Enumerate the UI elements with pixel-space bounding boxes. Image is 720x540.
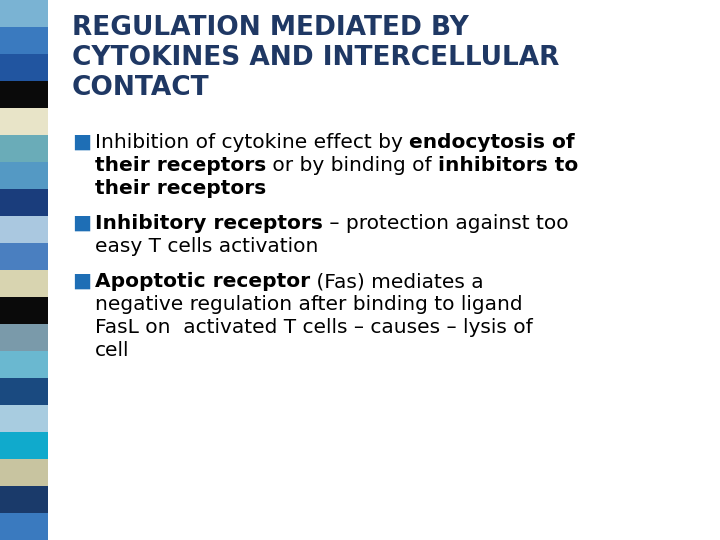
Bar bbox=[0, 486, 48, 513]
Bar bbox=[0, 162, 48, 189]
Text: easy T cells activation: easy T cells activation bbox=[95, 237, 318, 256]
Bar bbox=[0, 297, 48, 324]
Bar bbox=[0, 54, 48, 81]
Text: ■: ■ bbox=[72, 133, 91, 152]
Bar bbox=[0, 108, 48, 135]
Bar bbox=[0, 189, 48, 216]
Text: Inhibitory receptors: Inhibitory receptors bbox=[95, 214, 323, 233]
Bar bbox=[0, 216, 48, 243]
Text: their receptors: their receptors bbox=[95, 179, 266, 198]
Text: or by binding of: or by binding of bbox=[266, 156, 438, 175]
Bar bbox=[0, 378, 48, 405]
Text: endocytosis of: endocytosis of bbox=[409, 133, 575, 152]
Text: their receptors: their receptors bbox=[95, 156, 266, 175]
Bar bbox=[0, 432, 48, 459]
Text: ■: ■ bbox=[72, 214, 91, 233]
Text: REGULATION MEDIATED BY: REGULATION MEDIATED BY bbox=[72, 15, 469, 41]
Text: Inhibition of cytokine effect by: Inhibition of cytokine effect by bbox=[95, 133, 409, 152]
Bar bbox=[0, 324, 48, 351]
Text: – protection against too: – protection against too bbox=[323, 214, 569, 233]
Bar bbox=[0, 351, 48, 378]
Text: negative regulation after binding to ligand: negative regulation after binding to lig… bbox=[95, 295, 523, 314]
Bar bbox=[0, 270, 48, 297]
Text: ■: ■ bbox=[72, 272, 91, 291]
Bar bbox=[0, 243, 48, 270]
Bar bbox=[0, 27, 48, 54]
Text: inhibitors to: inhibitors to bbox=[438, 156, 578, 175]
Bar bbox=[0, 513, 48, 540]
Bar bbox=[0, 135, 48, 162]
Text: FasL on  activated T cells – causes – lysis of: FasL on activated T cells – causes – lys… bbox=[95, 318, 533, 337]
Bar bbox=[0, 0, 48, 27]
Text: Apoptotic receptor: Apoptotic receptor bbox=[95, 272, 310, 291]
Text: cell: cell bbox=[95, 341, 130, 360]
Text: (Fas) mediates a: (Fas) mediates a bbox=[310, 272, 484, 291]
Bar bbox=[0, 459, 48, 486]
Bar bbox=[0, 405, 48, 432]
Bar bbox=[0, 81, 48, 108]
Text: CONTACT: CONTACT bbox=[72, 75, 210, 101]
Text: CYTOKINES AND INTERCELLULAR: CYTOKINES AND INTERCELLULAR bbox=[72, 45, 559, 71]
